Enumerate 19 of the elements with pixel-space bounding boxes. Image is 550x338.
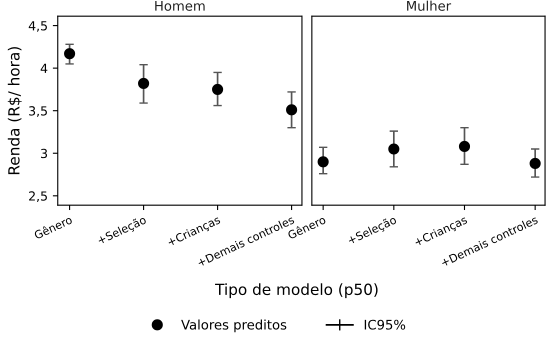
point: [138, 78, 150, 90]
y-tick-label: 2,5: [29, 191, 47, 202]
point: [212, 84, 224, 95]
y-tick-label: 4: [40, 64, 48, 73]
point: [286, 104, 298, 116]
chart-title: Homem: [155, 1, 205, 11]
y-tick-label: 4,5: [28, 21, 47, 32]
y-tick-label: 3: [41, 148, 48, 158]
point: [64, 48, 76, 60]
point: [318, 156, 329, 168]
point: [458, 140, 470, 152]
y-tick-label: 3,5: [29, 106, 47, 117]
x-axis-title: Tipo de modelo (p50): [215, 283, 378, 298]
legend-label: Valores preditos: [181, 319, 286, 332]
text: IC95%: [364, 320, 406, 330]
point: [530, 158, 541, 170]
point: [388, 143, 400, 155]
y-axis-title: Renda (R$/ hora): [8, 47, 22, 174]
chart-title: Mulher: [407, 0, 452, 11]
